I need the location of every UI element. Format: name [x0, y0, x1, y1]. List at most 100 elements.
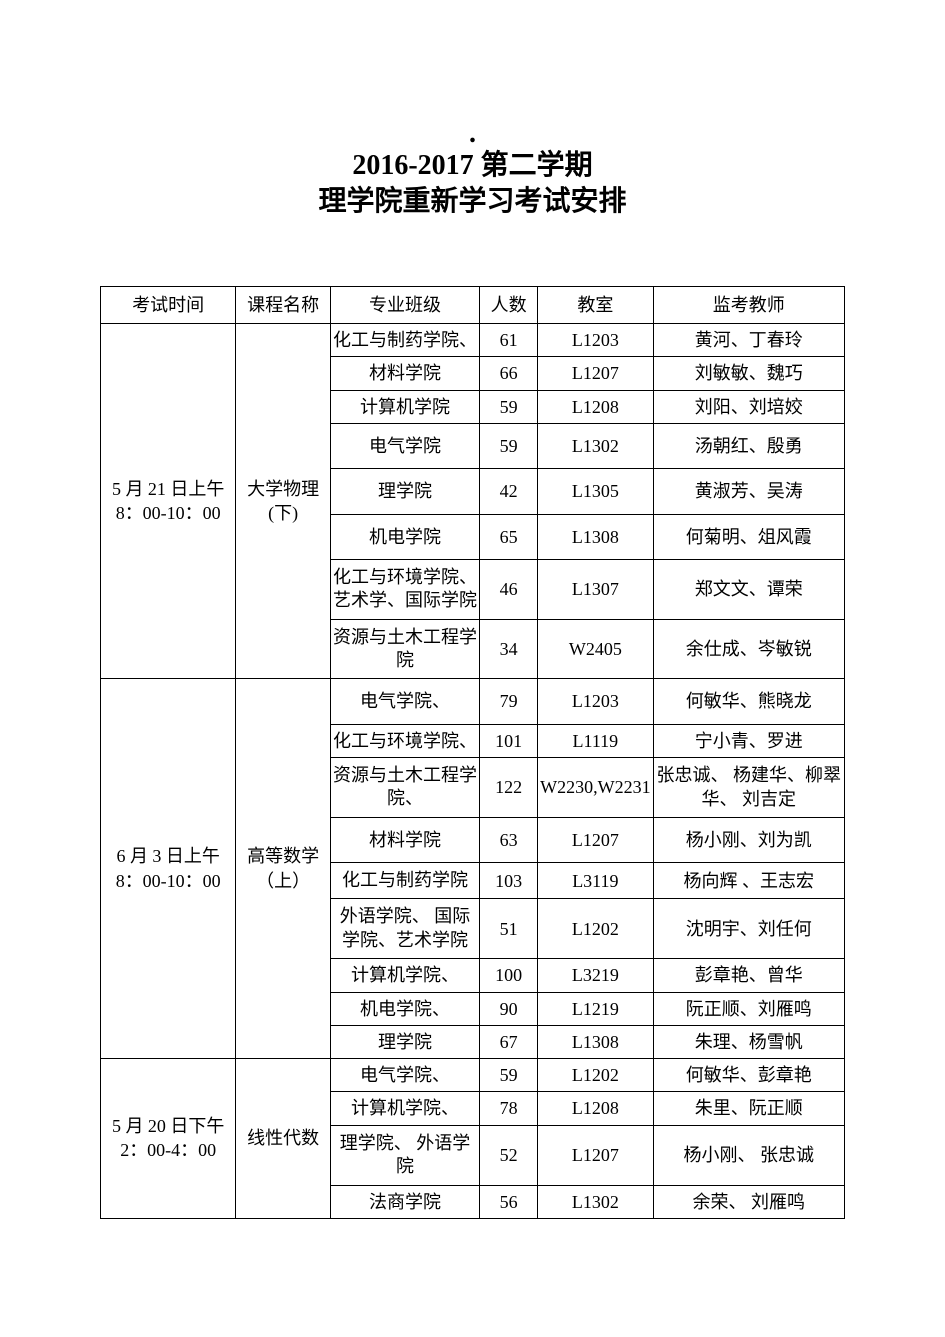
cell-teacher: 宁小青、罗进: [653, 724, 844, 757]
cell-count: 122: [480, 758, 538, 818]
cell-major: 化工与环境学院、: [330, 724, 479, 757]
cell-count: 59: [480, 1059, 538, 1092]
cell-room: L1308: [538, 514, 653, 559]
cell-major: 计算机学院、: [330, 959, 479, 992]
cell-teacher: 杨小刚、 张忠诚: [653, 1125, 844, 1185]
cell-room: L1305: [538, 469, 653, 514]
cell-room: L1203: [538, 679, 653, 724]
cell-count: 61: [480, 324, 538, 357]
cell-teacher: 杨小刚、刘为凯: [653, 817, 844, 862]
cell-room: L1208: [538, 1092, 653, 1125]
title-dot: .: [100, 120, 845, 148]
cell-major: 机电学院、: [330, 992, 479, 1025]
cell-major: 理学院: [330, 469, 479, 514]
time-line2: 2：00-4：00: [103, 1138, 233, 1162]
cell-major: 化工与环境学院、艺术学、国际学院: [330, 559, 479, 619]
cell-major: 电气学院、: [330, 679, 479, 724]
cell-teacher: 何敏华、熊晓龙: [653, 679, 844, 724]
cell-time: 5 月 20 日下午 2：00-4：00: [101, 1059, 236, 1219]
course-line2: （上）: [238, 869, 327, 893]
cell-teacher: 刘阳、刘培姣: [653, 390, 844, 423]
cell-room: L1302: [538, 1185, 653, 1218]
cell-count: 65: [480, 514, 538, 559]
cell-room: L1207: [538, 357, 653, 390]
time-line1: 5 月 20 日下午: [103, 1114, 233, 1138]
cell-count: 66: [480, 357, 538, 390]
cell-teacher: 黄河、丁春玲: [653, 324, 844, 357]
cell-room: L1219: [538, 992, 653, 1025]
cell-teacher: 朱里、阮正顺: [653, 1092, 844, 1125]
cell-room: L1308: [538, 1025, 653, 1058]
cell-count: 90: [480, 992, 538, 1025]
cell-time: 5 月 21 日上午 8：00-10：00: [101, 324, 236, 679]
cell-major: 法商学院: [330, 1185, 479, 1218]
cell-time: 6 月 3 日上午 8：00-10：00: [101, 679, 236, 1059]
cell-room: L1307: [538, 559, 653, 619]
cell-count: 67: [480, 1025, 538, 1058]
title-line2: 理学院重新学习考试安排: [100, 184, 845, 220]
cell-major: 理学院: [330, 1025, 479, 1058]
cell-count: 34: [480, 619, 538, 679]
title-line1: 2016-2017 第二学期: [100, 148, 845, 184]
table-header-row: 考试时间 课程名称 专业班级 人数 教室 监考教师: [101, 286, 845, 323]
cell-teacher: 阮正顺、刘雁鸣: [653, 992, 844, 1025]
cell-major: 计算机学院: [330, 390, 479, 423]
exam-schedule-table: 考试时间 课程名称 专业班级 人数 教室 监考教师 5 月 21 日上午 8：0…: [100, 286, 845, 1219]
cell-major: 电气学院、: [330, 1059, 479, 1092]
cell-teacher: 汤朝红、殷勇: [653, 423, 844, 468]
cell-count: 78: [480, 1092, 538, 1125]
cell-count: 59: [480, 390, 538, 423]
cell-teacher: 黄淑芳、吴涛: [653, 469, 844, 514]
cell-teacher: 沈明宇、刘任何: [653, 899, 844, 959]
cell-room: L1202: [538, 1059, 653, 1092]
header-course: 课程名称: [236, 286, 330, 323]
course-line1: 大学物理: [238, 477, 327, 501]
cell-teacher: 余仕成、岑敏锐: [653, 619, 844, 679]
cell-room: L1207: [538, 817, 653, 862]
table-row: 6 月 3 日上午 8：00-10：00 高等数学 （上） 电气学院、 79 L…: [101, 679, 845, 724]
cell-major: 化工与制药学院: [330, 863, 479, 899]
cell-count: 79: [480, 679, 538, 724]
cell-teacher: 杨向辉 、王志宏: [653, 863, 844, 899]
header-count: 人数: [480, 286, 538, 323]
cell-course: 大学物理 (下): [236, 324, 330, 679]
cell-teacher: 何敏华、彭章艳: [653, 1059, 844, 1092]
cell-room: W2230,W2231: [538, 758, 653, 818]
cell-count: 51: [480, 899, 538, 959]
cell-count: 101: [480, 724, 538, 757]
course-line2: (下): [238, 501, 327, 525]
cell-teacher: 何菊明、俎风霞: [653, 514, 844, 559]
page-title: 2016-2017 第二学期 理学院重新学习考试安排: [100, 148, 845, 221]
cell-teacher: 郑文文、谭荣: [653, 559, 844, 619]
cell-room: L1208: [538, 390, 653, 423]
cell-count: 103: [480, 863, 538, 899]
cell-major: 计算机学院、: [330, 1092, 479, 1125]
table-row: 5 月 20 日下午 2：00-4：00 线性代数 电气学院、 59 L1202…: [101, 1059, 845, 1092]
cell-count: 46: [480, 559, 538, 619]
cell-major: 资源与土木工程学院: [330, 619, 479, 679]
cell-teacher: 刘敏敏、魏巧: [653, 357, 844, 390]
time-line2: 8：00-10：00: [103, 501, 233, 525]
cell-room: L1207: [538, 1125, 653, 1185]
cell-room: L1302: [538, 423, 653, 468]
cell-major: 材料学院: [330, 357, 479, 390]
cell-major: 机电学院: [330, 514, 479, 559]
cell-course: 线性代数: [236, 1059, 330, 1219]
time-line1: 5 月 21 日上午: [103, 477, 233, 501]
cell-count: 59: [480, 423, 538, 468]
cell-teacher: 余荣、 刘雁鸣: [653, 1185, 844, 1218]
header-time: 考试时间: [101, 286, 236, 323]
cell-major: 电气学院: [330, 423, 479, 468]
cell-room: L3119: [538, 863, 653, 899]
header-room: 教室: [538, 286, 653, 323]
cell-count: 42: [480, 469, 538, 514]
cell-count: 52: [480, 1125, 538, 1185]
header-major: 专业班级: [330, 286, 479, 323]
cell-room: W2405: [538, 619, 653, 679]
cell-course: 高等数学 （上）: [236, 679, 330, 1059]
cell-count: 63: [480, 817, 538, 862]
cell-room: L1203: [538, 324, 653, 357]
cell-major: 资源与土木工程学院、: [330, 758, 479, 818]
cell-teacher: 朱理、杨雪帆: [653, 1025, 844, 1058]
cell-room: L3219: [538, 959, 653, 992]
